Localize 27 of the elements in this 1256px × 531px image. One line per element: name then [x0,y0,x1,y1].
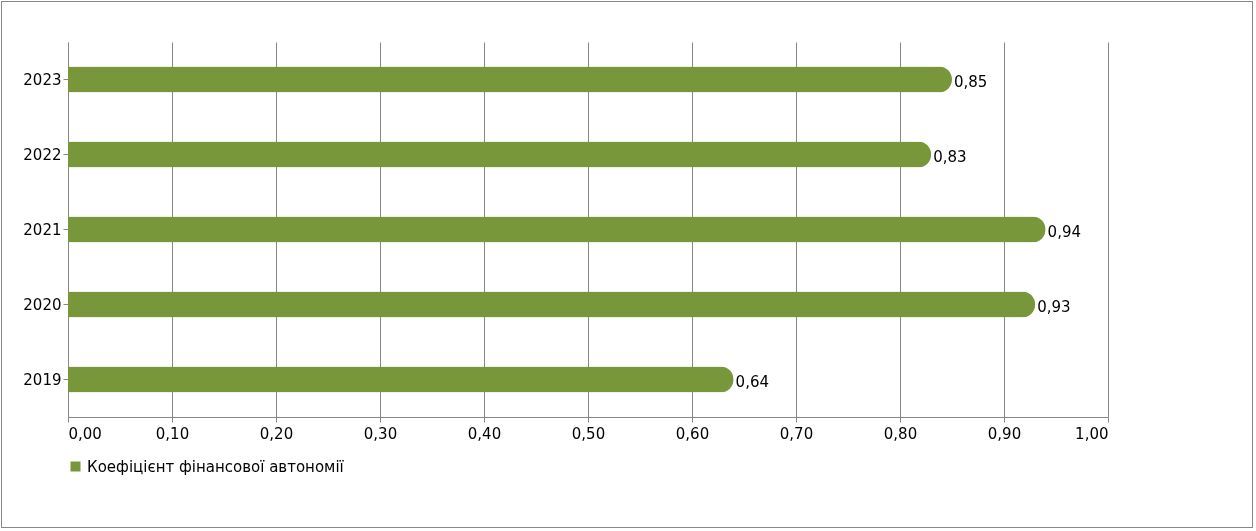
data-label: 0,64 [735,372,770,391]
bar [68,66,952,93]
x-tick-label: 0,30 [363,424,398,443]
y-tick-label: 2020 [23,295,62,314]
y-tick-label: 2022 [23,145,62,164]
x-tick-label: 1,00 [1075,424,1109,443]
x-tick-label: 0,80 [883,424,918,443]
data-label: 0,83 [933,147,967,166]
y-tick-label: 2021 [23,220,62,239]
data-label: 0,93 [1037,297,1071,316]
data-label: 0,94 [1047,222,1082,241]
bar [68,366,734,393]
legend-label: Коефіцієнт фінансової автономії [87,457,345,476]
x-tick-label: 0,20 [259,424,294,443]
data-label: 0,85 [954,72,988,91]
x-tick-label: 0,90 [987,424,1022,443]
x-tick-label: 0,60 [675,424,710,443]
x-tick-label: 0,10 [155,424,190,443]
y-tick-label: 2023 [23,70,62,89]
bar [68,291,1036,318]
y-tick-label: 2019 [23,370,62,389]
x-tick-label: 0,70 [779,424,814,443]
x-tick-label: 0,50 [571,424,606,443]
bar [68,141,932,168]
x-tick-label: 0,00 [68,424,102,443]
x-tick-label: 0,40 [467,424,502,443]
bar [68,216,1046,243]
